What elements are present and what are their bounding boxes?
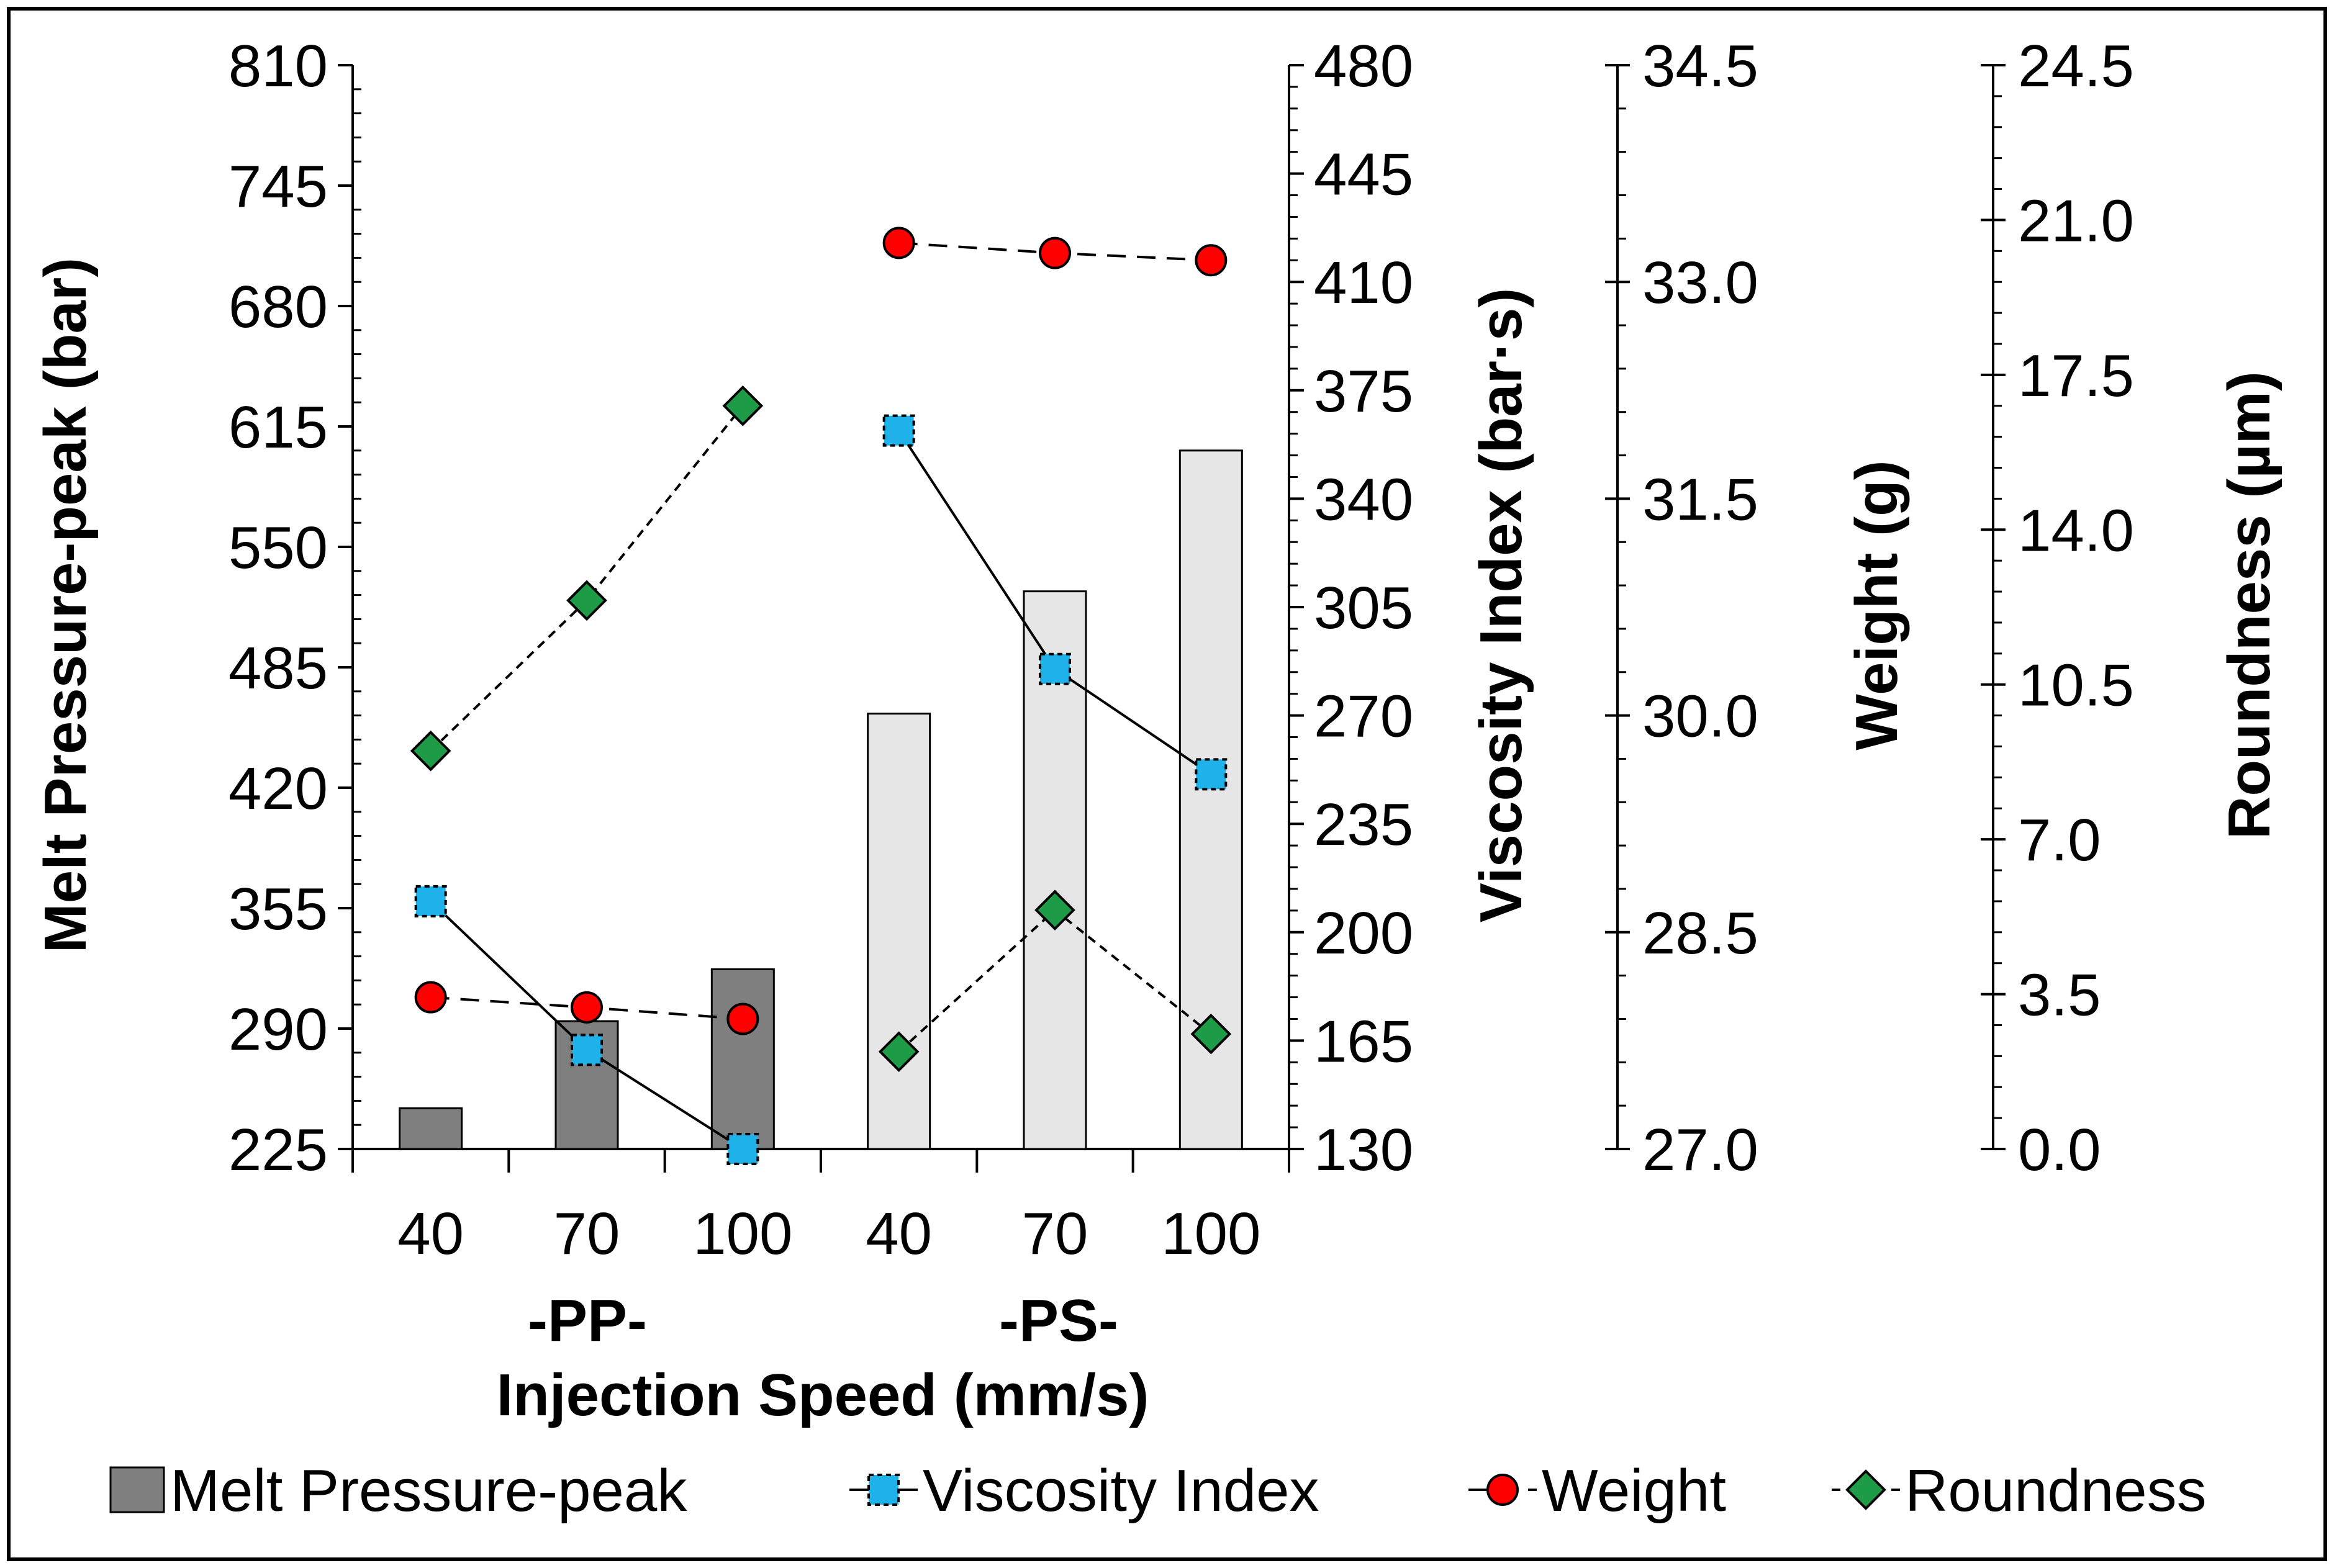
viscosity-tick-label: 165	[1314, 1008, 1413, 1075]
pressure-tick-label: 615	[228, 394, 328, 461]
roundness-tick-label: 0.0	[2018, 1117, 2101, 1183]
viscosity-tick-label: 375	[1314, 358, 1413, 425]
viscosity-index-point	[882, 414, 915, 447]
roundness-tick-label: 3.5	[2018, 962, 2101, 1029]
x-tick-label: 70	[554, 1201, 620, 1267]
viscosity-index-point	[1039, 652, 1071, 685]
legend: Melt Pressure-peak Viscosity Index Weight R…	[109, 1458, 2207, 1524]
pressure-axis-title: Melt Pressure-peak (bar)	[32, 258, 99, 953]
roundness-tick-label: 10.5	[2018, 652, 2134, 719]
legend-label-viscosity-index: Viscosity Index	[923, 1458, 1319, 1524]
pressure-tick-label: 225	[228, 1117, 328, 1183]
pressure-tick-label: 355	[228, 876, 328, 942]
bar-melt-pressure	[867, 713, 931, 1150]
viscosity-tick-label: 445	[1314, 142, 1413, 208]
viscosity-index-point	[571, 1034, 603, 1066]
viscosity-tick-label: 130	[1314, 1117, 1413, 1183]
roundness-axis-title: Roundness (µm)	[2216, 371, 2282, 839]
x-tick-label: 40	[397, 1201, 464, 1267]
x-tick-label: 100	[1161, 1201, 1260, 1267]
roundness-point	[1190, 1013, 1232, 1055]
legend-label-melt-pressure-peak: Melt Pressure-peak	[170, 1458, 687, 1524]
viscosity-axis-title: Viscosity Index (bar·s)	[1468, 288, 1534, 923]
roundness-point	[410, 730, 451, 772]
roundness-tick-label: 7.0	[2018, 807, 2101, 873]
weight-tick-label: 34.5	[1642, 33, 1758, 99]
weight-tick-label: 33.0	[1642, 250, 1758, 316]
viscosity-index-point	[726, 1133, 759, 1165]
weight-point	[1039, 237, 1071, 269]
roundness-tick-label: 17.5	[2018, 343, 2134, 409]
roundness-point	[878, 1031, 920, 1073]
weight-point	[571, 991, 603, 1024]
x-axis-title: Injection Speed (mm/s)	[497, 1362, 1149, 1428]
viscosity-tick-label: 410	[1314, 250, 1413, 316]
weight-point	[882, 227, 915, 259]
viscosity-tick-label: 340	[1314, 466, 1413, 533]
pressure-tick-label: 420	[228, 755, 328, 822]
x-tick-label: 40	[866, 1201, 932, 1267]
roundness-point	[722, 385, 764, 426]
viscosity-tick-label: 235	[1314, 791, 1413, 858]
weight-point	[726, 1003, 759, 1035]
group-label-pp: -PP-	[528, 1287, 647, 1354]
viscosity-index-point	[1195, 758, 1228, 791]
weight-tick-label: 30.0	[1642, 683, 1758, 750]
legend-marker-weight	[1486, 1474, 1519, 1506]
viscosity-tick-label: 200	[1314, 900, 1413, 966]
roundness-tick-label: 14.0	[2018, 497, 2134, 564]
pressure-tick-label: 550	[228, 515, 328, 581]
roundness-point	[1034, 890, 1075, 930]
legend-marker-roundness	[1845, 1469, 1886, 1510]
weight-axis-title: Weight (g)	[1843, 460, 1910, 750]
weight-tick-label: 27.0	[1642, 1117, 1758, 1183]
viscosity-index-point	[414, 885, 447, 917]
weight-tick-label: 28.5	[1642, 900, 1758, 966]
weight-point	[414, 981, 447, 1014]
pressure-tick-label: 680	[228, 274, 328, 340]
viscosity-tick-label: 480	[1314, 33, 1413, 99]
pressure-tick-label: 810	[228, 33, 328, 99]
viscosity-tick-label: 270	[1314, 683, 1413, 750]
markers-layer	[410, 227, 1232, 1165]
bars-layer	[399, 449, 1243, 1150]
x-tick-label: 100	[693, 1201, 792, 1267]
roundness-tick-label: 24.5	[2018, 33, 2134, 99]
roundness-point	[566, 580, 607, 621]
legend-label-weight: Weight	[1542, 1458, 1726, 1524]
pressure-tick-label: 745	[228, 153, 328, 220]
bar-melt-pressure	[710, 968, 775, 1150]
weight-point	[1195, 244, 1228, 277]
chart-frame	[7, 7, 2327, 1561]
x-tick-label: 70	[1022, 1201, 1088, 1267]
pressure-tick-label: 290	[228, 996, 328, 1063]
legend-marker-viscosity-index	[867, 1474, 900, 1506]
viscosity-tick-label: 305	[1314, 575, 1413, 641]
legend-swatch-melt-pressure-peak	[109, 1466, 165, 1513]
bar-melt-pressure	[399, 1107, 463, 1150]
group-label-ps: -PS-	[999, 1287, 1118, 1354]
axes-layer: 810 745 680 615 550 485 420 355 290 225 480 445 410 3…	[228, 33, 2134, 1267]
legend-label-roundness: Roundness	[1905, 1458, 2207, 1524]
pressure-tick-label: 485	[228, 635, 328, 701]
roundness-tick-label: 21.0	[2018, 187, 2134, 254]
weight-tick-label: 31.5	[1642, 466, 1758, 533]
